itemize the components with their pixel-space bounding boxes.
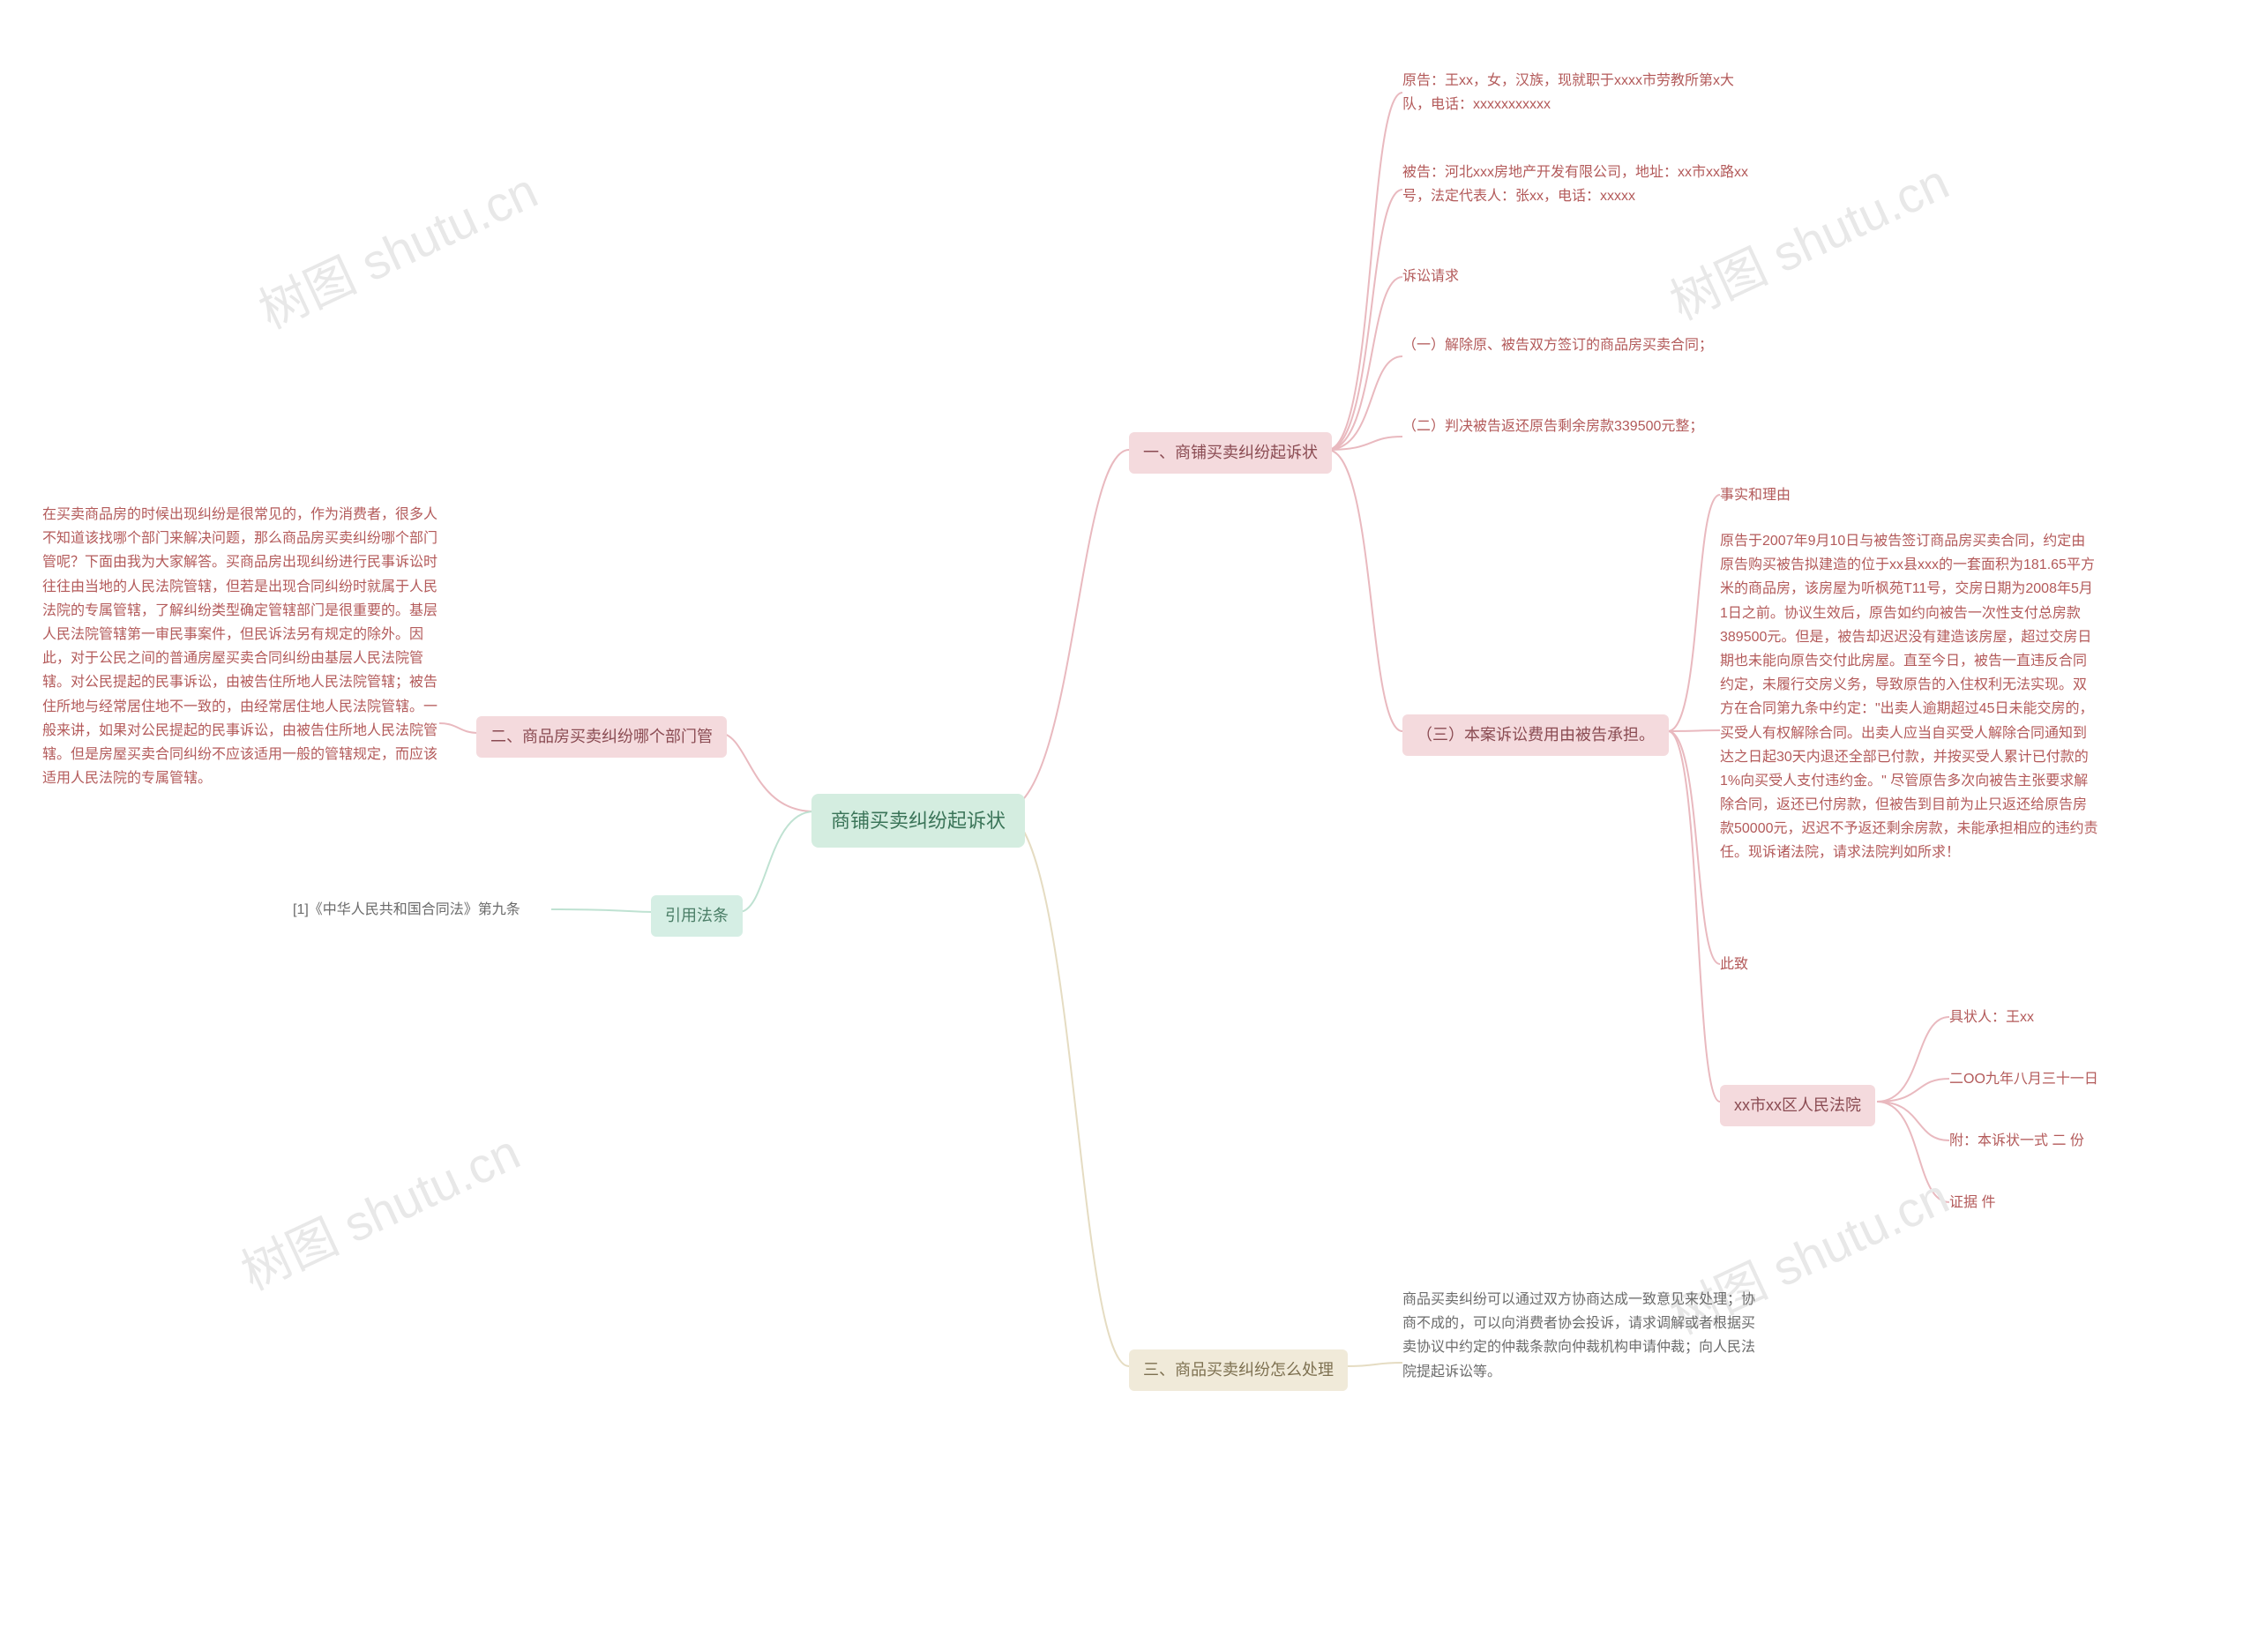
leaf-b1c1: 原告：王xx，女，汉族，现就职于xxxx市劳教所第x大队，电话：xxxxxxxx…	[1402, 69, 1755, 116]
branch-3: 引用法条	[651, 895, 743, 937]
branch-1-sub2: xx市xx区人民法院	[1720, 1085, 1875, 1126]
leaf-b1c6d3: 附：本诉状一式 二 份	[1949, 1129, 2258, 1153]
leaf-b1c6c: 此致	[1720, 953, 2073, 976]
leaf-b1c6d1: 具状人：王xx	[1949, 1005, 2258, 1029]
watermark: 树图 shutu.cn	[246, 152, 548, 343]
leaf-b1c2: 被告：河北xxx房地产开发有限公司，地址：xx市xx路xx号，法定代表人：张xx…	[1402, 161, 1755, 208]
leaf-b1c4: （一）解除原、被告双方签订的商品房买卖合同；	[1402, 333, 1755, 357]
leaf-b1c3: 诉讼请求	[1402, 265, 1755, 288]
watermark: 树图 shutu.cn	[228, 1113, 530, 1304]
leaf-b1c6d2: 二OO九年八月三十一日	[1949, 1067, 2258, 1091]
leaf-b1c5: （二）判决被告返还原告剩余房款339500元整；	[1402, 415, 1755, 438]
leaf-b1c6d4: 证据 件	[1949, 1191, 2258, 1215]
leaf-b4c1: 商品买卖纠纷可以通过双方协商达成一致意见来处理；协商不成的，可以向消费者协会投诉…	[1402, 1288, 1755, 1384]
leaf-b3c1: [1]《中华人民共和国合同法》第九条	[293, 898, 646, 922]
branch-1-sub: （三）本案诉讼费用由被告承担。	[1402, 714, 1669, 756]
leaf-b1c6b: 原告于2007年9月10日与被告签订商品房买卖合同，约定由原告购买被告拟建造的位…	[1720, 529, 2099, 865]
mindmap-root: 商铺买卖纠纷起诉状	[811, 794, 1025, 848]
branch-4: 三、商品买卖纠纷怎么处理	[1129, 1349, 1348, 1391]
branch-1: 一、商铺买卖纠纷起诉状	[1129, 432, 1332, 474]
leaf-b1c6a: 事实和理由	[1720, 483, 2073, 507]
leaf-b2c1: 在买卖商品房的时候出现纠纷是很常见的，作为消费者，很多人不知道该找哪个部门来解决…	[42, 503, 439, 790]
branch-2: 二、商品房买卖纠纷哪个部门管	[476, 716, 727, 758]
